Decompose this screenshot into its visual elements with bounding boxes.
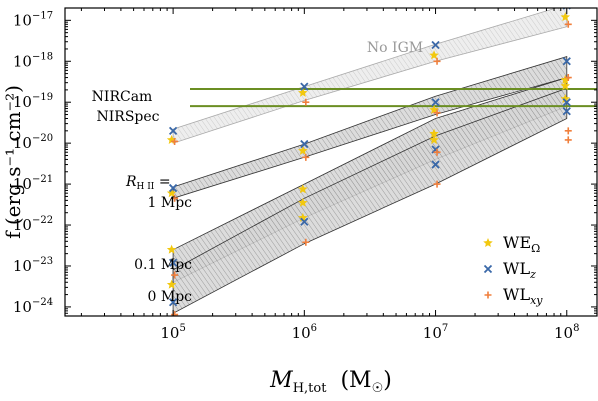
point-wlxy-11 — [564, 20, 572, 28]
legend-label-we: WEΩ — [503, 233, 540, 255]
x-tick-label-1: 106 — [292, 323, 317, 342]
legend-marker-symbol-0 — [483, 238, 493, 248]
point-wlxy-14 — [564, 136, 572, 144]
data-points-layer — [166, 8, 572, 316]
band-no-igm — [172, 8, 568, 144]
point-wlz-2 — [168, 258, 178, 267]
legend: WEΩ WLz WLxy — [483, 233, 543, 307]
point-we-8 — [298, 212, 308, 222]
point-wlz-3 — [168, 298, 178, 307]
y-tick-label-3: 10−21 — [13, 174, 53, 193]
y-tick-label-7: 10−17 — [13, 10, 53, 29]
point-wlz-14 — [562, 107, 571, 116]
point-wlz-6 — [300, 217, 309, 226]
y-axis-ticks: 10−24 10−23 10−22 10−21 10−20 10−19 10−18 10−17 — [13, 7, 597, 317]
point-wlz-8 — [431, 98, 440, 107]
rhii-tail: = — [154, 174, 170, 190]
legend-marker-symbol-2 — [484, 291, 492, 299]
point-wlxy-9 — [433, 148, 441, 156]
point-wlxy-13 — [564, 127, 572, 135]
legend-label-wlz: WLz — [503, 259, 536, 281]
legend-wlz-main: WL — [503, 259, 530, 278]
point-we-7 — [298, 197, 308, 207]
legend-marker-symbol-1 — [483, 264, 493, 274]
point-wlxy-10 — [433, 180, 441, 188]
point-we-4 — [298, 87, 308, 97]
plot-frame — [64, 7, 598, 317]
x-tick-label-2: 107 — [423, 323, 448, 342]
legend-label-wlxy: WLxy — [503, 285, 543, 307]
point-we-6 — [298, 184, 308, 194]
rhii-label: RH II = — [125, 174, 171, 192]
point-wlz-13 — [562, 98, 571, 107]
legend-marker-wlz — [483, 264, 493, 274]
point-we-9 — [429, 50, 439, 60]
point-wlxy-12 — [564, 74, 572, 82]
xlabel-main: M — [269, 368, 293, 393]
point-wlz-5 — [300, 139, 309, 149]
detection-limits-layer — [190, 88, 597, 108]
point-we-11 — [429, 128, 439, 138]
point-wlxy-2 — [171, 271, 179, 279]
point-wlxy-6 — [302, 238, 310, 246]
xlabel-unit: (M — [340, 368, 371, 393]
point-wlz-0 — [168, 126, 178, 135]
x-axis-label: MH,tot (M☉) — [269, 368, 392, 396]
legend-marker-we — [483, 238, 493, 248]
point-wlxy-8 — [433, 109, 441, 117]
legend-wlxy-main: WL — [503, 285, 530, 304]
y-tick-label-6: 10−18 — [13, 51, 53, 70]
band-label-01mpc: 0.1 Mpc — [134, 257, 192, 273]
band-label-1mpc: 1 Mpc — [148, 195, 193, 211]
point-we-12 — [429, 134, 439, 144]
xlabel-unit-sub: ☉ — [372, 381, 384, 396]
legend-marker-wlxy — [484, 291, 492, 299]
y-tick-label-2: 10−22 — [13, 215, 53, 234]
nirspec-label: NIRSpec — [97, 109, 160, 125]
point-we-2 — [166, 244, 177, 254]
point-wlxy-0 — [171, 137, 179, 145]
rhii-sub: H II — [137, 182, 155, 192]
band-label-0mpc: 0 Mpc — [148, 289, 193, 305]
point-wlxy-3 — [171, 311, 179, 316]
x-axis-ticks: 105 106 107 108 — [80, 8, 579, 342]
point-we-5 — [298, 145, 308, 155]
y-tick-label-1: 10−23 — [13, 256, 53, 275]
nircam-label: NIRCam — [92, 89, 153, 105]
y-tick-label-5: 10−19 — [13, 92, 53, 111]
band-0-mpc — [172, 87, 568, 314]
point-wlz-12 — [562, 57, 571, 66]
no-igm-label: No IGM — [367, 40, 423, 56]
point-wlz-10 — [431, 160, 440, 169]
x-tick-label-0: 105 — [160, 323, 185, 342]
bands-layer — [172, 8, 568, 314]
point-wlxy-7 — [433, 57, 441, 65]
legend-we-main: WE — [503, 233, 531, 252]
legend-wlxy-sub: xy — [530, 294, 543, 307]
point-we-15 — [560, 80, 571, 90]
rhii-main: R — [125, 174, 137, 190]
point-wlxy-1 — [171, 194, 179, 202]
point-wlz-7 — [431, 40, 440, 50]
y-axis-label: f (erg s⁻¹ cm⁻²) — [1, 85, 25, 239]
point-wlz-4 — [300, 82, 309, 91]
point-we-14 — [560, 74, 571, 84]
point-wlz-1 — [168, 183, 178, 193]
legend-wlz-sub: z — [529, 268, 536, 281]
point-we-13 — [560, 12, 571, 22]
point-we-3 — [166, 279, 177, 289]
xlabel-sub: H,tot — [293, 381, 328, 396]
y-tick-label-4: 10−20 — [13, 133, 53, 152]
y-tick-label-0: 10−24 — [13, 297, 53, 316]
x-tick-label-3: 108 — [554, 323, 579, 342]
legend-we-sub: Ω — [531, 242, 540, 255]
point-wlxy-4 — [302, 98, 310, 106]
xlabel-unit-close: ) — [383, 368, 392, 393]
point-wlxy-5 — [302, 153, 310, 161]
